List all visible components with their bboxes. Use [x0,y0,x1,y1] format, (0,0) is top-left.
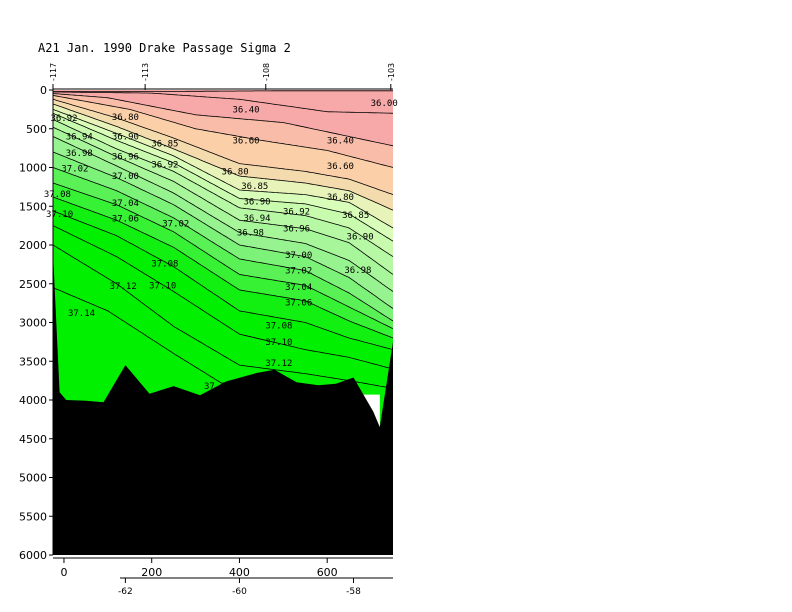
x-tick-label: 200 [141,566,162,579]
isopycnal-37.00 [52,151,394,309]
contour-label: 36.92 [151,160,178,170]
isopycnal-36.80 [52,98,394,195]
contour-label: 37.04 [112,199,139,209]
contour-label: 37.08 [151,260,178,270]
contour-label: 36.60 [327,162,354,172]
contour-label: 37.08 [44,190,71,200]
isopycnal-37.14 [52,287,227,387]
bottom-tick-label: -62 [118,587,133,597]
bathymetry-fill [53,252,393,555]
x-tick-label: 600 [317,566,338,579]
y-tick-label: 5000 [19,472,47,485]
contour-label: 36.40 [327,136,354,146]
isopycnal-36.20 [52,91,394,114]
contour-labels: 36.00 36.40 36.40 36.60 36.60 36.80 36.80 36.80… [44,99,398,392]
isopycnal-lines [52,90,394,389]
contour-label: 37.02 [162,219,189,229]
contour-label: 36.94 [66,133,93,143]
contour-label: 37.04 [285,283,312,293]
y-tick-label: 4000 [19,394,47,407]
contour-label: 37.12 [110,282,137,292]
contour-label: 36.90 [347,233,374,243]
contour-label: 36.85 [342,211,369,221]
contour-label: 36.98 [344,266,371,276]
y-tick-label: 3500 [19,355,47,368]
y-tick-label: 500 [26,123,47,136]
contour-label: 36.94 [243,214,270,224]
contour-label: 36.92 [50,114,77,124]
contour-label: 37.00 [285,251,312,261]
top-tick-label: -103 [387,63,396,81]
contour-label: 37.10 [46,210,73,220]
contour-label: 36.80 [327,193,354,203]
isopycnal-37.06 [52,196,394,339]
bottom-tick-label: -58 [346,587,361,597]
contour-label: 37.06 [285,298,312,308]
contour-label: 36.98 [66,149,93,159]
contour-label: 36.96 [283,225,310,235]
contour-label: 37.14 [68,309,95,319]
isopycnal-37.04 [52,182,394,330]
top-tick-label: -113 [141,63,150,81]
contour-label: 36.90 [243,198,270,208]
isopycnal-37.12 [52,244,394,389]
bottom-tick-label: -60 [232,587,247,597]
y-tick-label: 0 [40,84,47,97]
y-tick-label: 3000 [19,317,47,330]
y-tick-label: 6000 [19,549,47,562]
contour-label: 36.40 [232,105,259,115]
isopycnal-36.98 [52,136,394,292]
contour-label: 36.98 [237,229,264,239]
contour-label: 36.92 [283,208,310,218]
isopycnal-36.85 [52,103,394,211]
y-tick-label: 5500 [19,510,47,523]
x-tick-label: 0 [60,566,67,579]
isopycnal-36.60 [52,95,394,168]
isopycnal-36.92 [52,112,394,242]
contour-label: 36.60 [232,136,259,146]
contour-label: 37.10 [149,281,176,291]
axes: 0500100015002000250030003500400045005000… [19,63,396,597]
contour-label: 37.00 [112,172,139,182]
contour-label: 37.08 [265,322,292,332]
contour-label: 37.10 [265,338,292,348]
contour-label: 36.90 [112,133,139,143]
isopycnal-36.96 [52,126,394,275]
isopycnal-37.08 [52,210,394,350]
isopycnal-37.02 [52,167,394,322]
y-tick-label: 4500 [19,433,47,446]
x-tick-label: 400 [229,566,250,579]
density-band-36.20 [53,90,393,114]
isopycnal-36.94 [52,119,394,257]
y-tick-label: 2000 [19,239,47,252]
y-tick-label: 1000 [19,162,47,175]
contour-label: 36.00 [371,99,398,109]
y-tick-label: 1500 [19,200,47,213]
contour-label: 36.80 [222,167,249,177]
contour-label: 37.12 [265,359,292,369]
chart-title: A21 Jan. 1990 Drake Passage Sigma 2 [38,41,291,55]
contour-label: 37.02 [61,164,88,174]
top-tick-label: -117 [49,63,58,81]
isopycnal-36.90 [52,109,394,229]
contour-label: 37.06 [112,215,139,225]
isopycnal-37.10 [52,225,394,370]
top-tick-label: -108 [262,63,271,81]
y-tick-label: 2500 [19,278,47,291]
isopycnal-36.40 [52,93,394,147]
contour-label: 37.02 [285,267,312,277]
contour-label: 36.85 [241,182,268,192]
sea-floor [53,252,393,555]
isopycnal-36.00 [53,90,393,92]
contour-label: 36.80 [112,113,139,123]
contour-label: 36.85 [151,140,178,150]
contour-label: 36.96 [112,153,139,163]
